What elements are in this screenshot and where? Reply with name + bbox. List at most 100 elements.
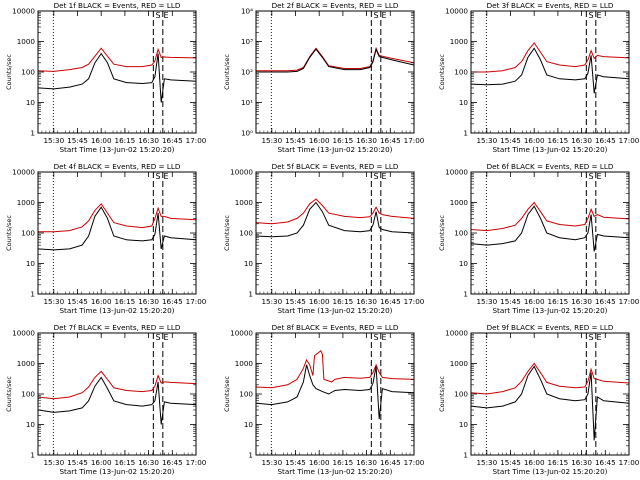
y-axis-label: Counts/sec [223, 376, 231, 412]
x-tick-label: 15:30 [261, 458, 282, 467]
chart-title: Det 1f BLACK = Events, RED = LLD [54, 1, 181, 10]
series-line-lld [470, 362, 630, 395]
x-tick-label: 15:30 [43, 297, 64, 306]
x-tick-label: 16:30 [571, 458, 592, 467]
y-axis-label: Counts/sec [5, 54, 13, 90]
y-tick-label: 1 [248, 290, 253, 299]
y-tick-label: 100 [239, 390, 253, 399]
series-line-lld [255, 198, 415, 225]
x-tick-label: 16:45 [380, 136, 401, 145]
x-tick-label: 15:45 [67, 297, 88, 306]
x-tick-label: 17:00 [619, 297, 640, 306]
x-tick-label: 15:45 [285, 136, 306, 145]
x-tick-label: 16:30 [571, 297, 592, 306]
x-tick-label: 17:00 [619, 136, 640, 145]
y-tick-label: 10000 [445, 329, 468, 338]
x-tick-label: 15:30 [43, 458, 64, 467]
chart-title: Det 6f BLACK = Events, RED = LLD [487, 162, 614, 171]
y-tick-label: 10⁰ [241, 129, 253, 138]
x-tick-label: 16:45 [162, 297, 183, 306]
y-tick-label: 100 [454, 68, 468, 77]
x-tick-label: 17:00 [186, 136, 207, 145]
plot-frame [255, 332, 415, 456]
series-line-events [255, 201, 415, 238]
y-tick-label: 100 [21, 229, 35, 238]
chart-title: Det 9f BLACK = Events, RED = LLD [487, 323, 614, 332]
x-axis-label: Start Time (13-Jun-02 15:20:20) [277, 145, 392, 154]
x-tick-label: 15:30 [43, 136, 64, 145]
marker-label: E [163, 333, 168, 342]
chart-title: Det 5f BLACK = Events, RED = LLD [272, 162, 399, 171]
x-axis-label: Start Time (13-Jun-02 15:20:20) [59, 467, 174, 476]
plot-frame [255, 171, 415, 295]
marker-label: S [589, 11, 594, 20]
x-tick-label: 16:15 [115, 458, 136, 467]
y-tick-label: 1000 [450, 37, 469, 46]
x-tick-label: 16:00 [524, 136, 545, 145]
x-tick-label: 16:30 [138, 136, 159, 145]
x-tick-label: 16:30 [356, 458, 377, 467]
y-tick-label: 10 [459, 98, 469, 107]
series-line-lld [38, 203, 197, 233]
y-tick-label: 1 [463, 129, 468, 138]
series-line-events [256, 47, 415, 73]
series-line-lld [256, 46, 415, 72]
x-tick-label: 16:15 [333, 136, 354, 145]
y-tick-label: 1 [248, 451, 253, 460]
y-tick-label: 1000 [450, 359, 469, 368]
marker-label: E [381, 172, 386, 181]
x-tick-label: 16:45 [380, 458, 401, 467]
y-tick-label: 10000 [445, 7, 468, 16]
x-tick-label: 16:15 [115, 136, 136, 145]
x-tick-label: 16:00 [91, 136, 112, 145]
x-tick-label: 15:30 [476, 297, 497, 306]
x-axis-label: Start Time (13-Jun-02 15:20:20) [277, 467, 392, 476]
x-tick-label: 15:45 [285, 458, 306, 467]
y-tick-label: 10⁴ [241, 7, 253, 16]
x-tick-label: 15:30 [261, 297, 282, 306]
y-tick-label: 1 [30, 129, 35, 138]
chart-title: Det 8f BLACK = Events, RED = LLD [272, 323, 399, 332]
x-tick-label: 15:45 [500, 136, 521, 145]
y-tick-label: 10² [241, 68, 253, 77]
x-axis-label: Start Time (13-Jun-02 15:20:20) [59, 306, 174, 315]
series-line-lld [255, 350, 415, 389]
y-tick-label: 10 [26, 98, 36, 107]
y-tick-label: 10000 [445, 168, 468, 177]
x-tick-label: 16:30 [356, 297, 377, 306]
series-line-lld [470, 201, 630, 232]
plot-frame [470, 332, 630, 456]
x-tick-label: 15:45 [67, 458, 88, 467]
chart-title: Det 3f BLACK = Events, RED = LLD [487, 1, 614, 10]
series-line-events [37, 52, 197, 103]
y-tick-label: 1000 [235, 198, 254, 207]
x-tick-label: 17:00 [404, 297, 425, 306]
series-line-lld [37, 47, 197, 72]
x-tick-label: 16:15 [333, 297, 354, 306]
y-tick-label: 10000 [230, 329, 253, 338]
x-axis-label: Start Time (13-Jun-02 15:20:20) [492, 467, 607, 476]
y-axis-label: Counts/sec [438, 376, 446, 412]
y-tick-label: 10 [26, 420, 36, 429]
x-tick-label: 16:15 [548, 297, 569, 306]
y-tick-label: 10000 [12, 329, 35, 338]
series-line-lld [37, 370, 197, 400]
series-line-events [37, 206, 197, 251]
x-tick-label: 16:15 [548, 458, 569, 467]
y-tick-label: 10000 [230, 168, 253, 177]
x-axis-label: Start Time (13-Jun-02 15:20:20) [492, 145, 607, 154]
chart-title: Det 4f BLACK = Events, RED = LLD [54, 162, 181, 171]
marker-label: E [596, 172, 601, 181]
x-tick-label: 16:15 [548, 136, 569, 145]
x-tick-label: 16:15 [333, 458, 354, 467]
series-line-events [255, 364, 415, 420]
y-tick-label: 1 [463, 290, 468, 299]
x-axis-label: Start Time (13-Jun-02 15:20:20) [277, 306, 392, 315]
marker-label: S [589, 172, 594, 181]
series-line-events [37, 376, 197, 425]
y-tick-label: 1000 [17, 198, 36, 207]
y-tick-label: 10 [459, 259, 469, 268]
